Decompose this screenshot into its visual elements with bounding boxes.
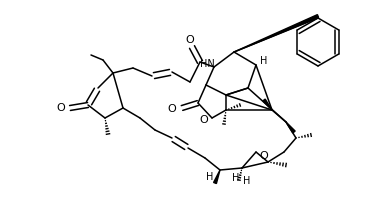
Text: O: O bbox=[186, 35, 195, 45]
Polygon shape bbox=[263, 99, 272, 110]
Text: H: H bbox=[243, 176, 251, 186]
Text: H: H bbox=[232, 173, 240, 183]
Polygon shape bbox=[213, 170, 220, 184]
Text: H: H bbox=[206, 172, 214, 182]
Text: O: O bbox=[57, 103, 65, 113]
Text: O: O bbox=[168, 104, 176, 114]
Polygon shape bbox=[234, 15, 318, 52]
Text: O: O bbox=[200, 115, 208, 125]
Text: O: O bbox=[260, 151, 268, 161]
Polygon shape bbox=[286, 122, 295, 133]
Text: HN: HN bbox=[200, 59, 214, 69]
Text: H: H bbox=[260, 56, 267, 66]
